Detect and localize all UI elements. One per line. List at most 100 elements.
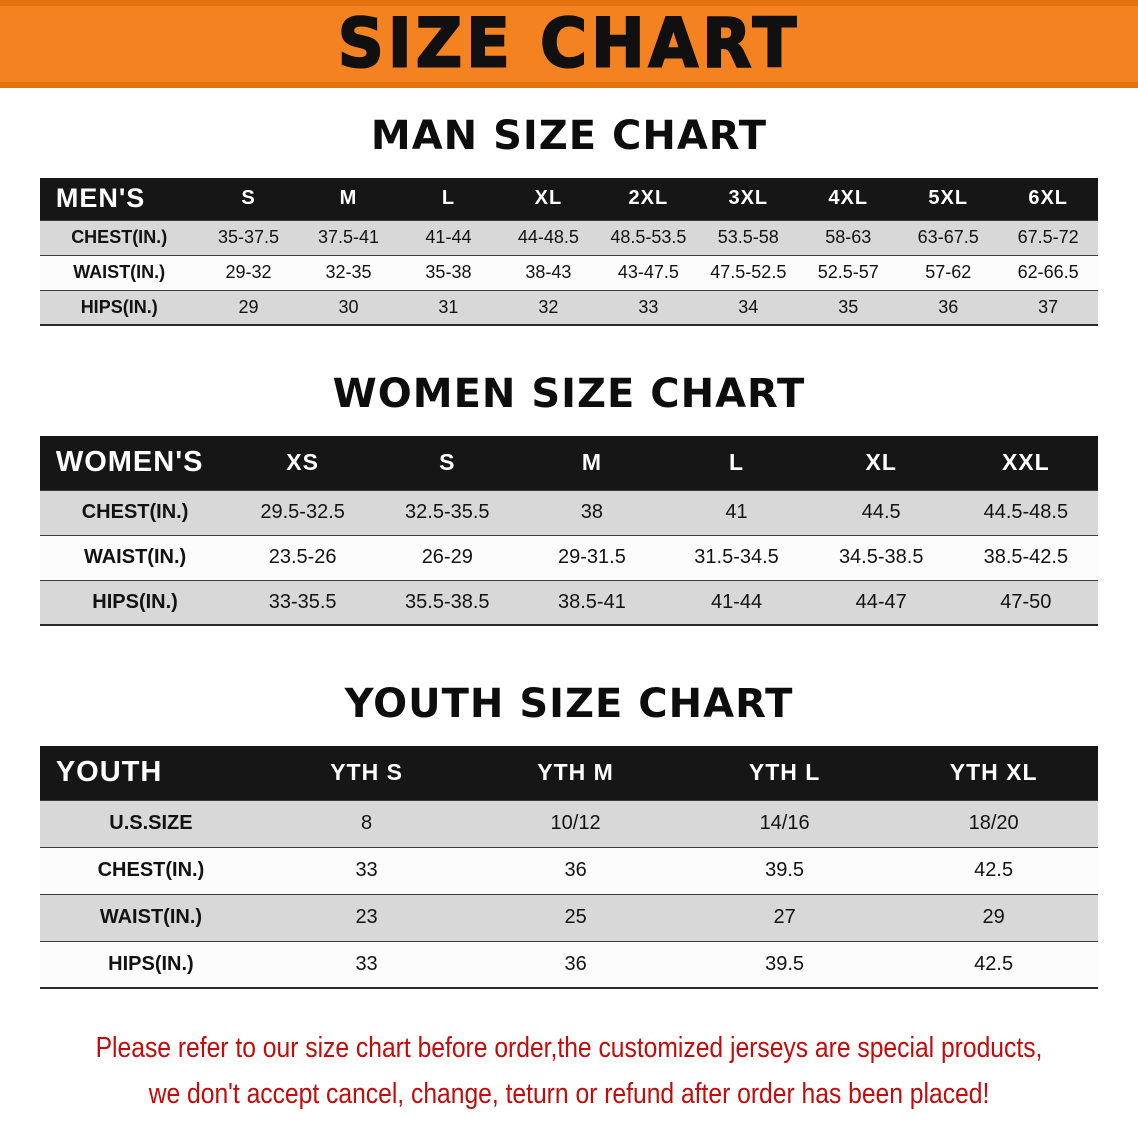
size-column-header: XL [808,436,954,490]
measurement-label-cell: CHEST(IN.) [81,501,189,523]
measurement-value-cell: 35.5-38.5 [405,590,490,613]
measurement-value-cell: 33 [355,859,378,881]
measurement-value-cell: 14/16 [759,812,810,834]
measurement-value-cell: 47.5-52.5 [710,262,787,282]
measurement-label-cell: HIPS(IN.) [108,952,194,975]
size-column-header: M [519,436,665,490]
disclaimer-line-2: we don't accept cancel, change, teturn o… [148,1078,990,1110]
table-corner-label: MEN'S [39,178,199,220]
youth-section-heading: YOUTH SIZE CHART [344,681,794,727]
size-chart-banner: SIZE CHART [0,0,1138,88]
measurement-value-cell: 37 [1038,296,1059,317]
measurement-value-cell: 29.5-32.5 [260,501,345,523]
measurement-value-cell: 52.5-57 [817,262,879,282]
measurement-value-cell: 44-48.5 [517,227,579,247]
disclaimer-line-1: Please refer to our size chart before or… [95,1032,1043,1064]
table-header-row: WOMEN'S XS S M L XL XXL [39,436,1099,490]
measurement-value-cell: 37.5-41 [317,227,380,247]
measurement-value-cell: 18/20 [968,812,1019,834]
men-section-heading: MAN SIZE CHART [370,113,768,159]
measurement-value-cell: 43-47.5 [617,262,679,282]
table-header-row: MEN'S S M L XL 2XL 3XL 4XL 5XL 6XL [39,178,1099,220]
measurement-value-cell: 47-50 [1000,590,1052,613]
page-title: SIZE CHART [337,4,801,84]
measurement-value-cell: 32-35 [325,262,372,282]
measurement-label-cell: HIPS(IN.) [92,590,178,613]
size-column-header: YTH M [471,746,681,800]
table-row: CHEST(IN.) 35-37.5 37.5-41 41-44 44-48.5 48.5… [39,220,1099,255]
table-row: WAIST(IN.) 23 25 27 29 [39,894,1099,941]
table-corner-label: WOMEN'S [39,436,231,490]
size-column-header: YTH L [680,746,890,800]
measurement-value-cell: 42.5 [974,859,1014,881]
table-row: WAIST(IN.) 23.5-26 26-29 29-31.5 31.5-34.5 34… [39,535,1099,580]
size-column-header: L [398,178,499,220]
size-column-header: YTH XL [889,746,1099,800]
measurement-label-cell: CHEST(IN.) [97,859,205,881]
measurement-value-cell: 63-67.5 [917,227,979,247]
table-row: HIPS(IN.) 33-35.5 35.5-38.5 38.5-41 41-44 44-… [39,580,1099,625]
measurement-value-cell: 32.5-35.5 [405,501,490,523]
measurement-value-cell: 33 [638,296,659,317]
size-column-header: 3XL [698,178,799,220]
men-size-table: MEN'S S M L XL 2XL 3XL 4XL 5XL 6XL CHEST(IN.) 35-37… [39,178,1099,326]
size-column-header: 6XL [998,178,1099,220]
measurement-value-cell: 8 [361,812,373,834]
measurement-value-cell: 23.5-26 [268,546,337,568]
size-column-header: XXL [953,436,1099,490]
men-size-section: MAN SIZE CHART MEN'S S M L XL 2XL 3XL 4XL 5XL 6XL… [0,114,1138,326]
youth-size-table: YOUTH YTH S YTH M YTH L YTH XL U.S.SIZE 8 10/12… [39,746,1099,989]
measurement-value-cell: 35-37.5 [218,227,280,247]
measurement-value-cell: 38.5-42.5 [983,546,1069,568]
size-column-header: 4XL [798,178,899,220]
size-column-header: S [198,178,299,220]
measurement-value-cell: 29 [982,906,1005,928]
size-column-header: M [298,178,399,220]
measurement-value-cell: 38 [580,501,604,523]
measurement-value-cell: 57-62 [925,262,972,282]
measurement-value-cell: 25 [564,906,587,928]
table-row: HIPS(IN.) 33 36 39.5 42.5 [39,941,1099,988]
size-column-header: 2XL [598,178,699,220]
women-section-heading: WOMEN SIZE CHART [332,371,806,417]
women-size-table: WOMEN'S XS S M L XL XXL CHEST(IN.) 29.5-32.5 32.5… [39,436,1099,626]
measurement-value-cell: 27 [773,906,796,928]
table-row: CHEST(IN.) 33 36 39.5 42.5 [39,847,1099,894]
measurement-value-cell: 36 [564,859,587,881]
measurement-value-cell: 36 [938,296,959,317]
measurement-value-cell: 31 [438,296,459,317]
table-row: CHEST(IN.) 29.5-32.5 32.5-35.5 38 41 44.5 44.5… [39,490,1099,535]
table-header-row: YOUTH YTH S YTH M YTH L YTH XL [39,746,1099,800]
measurement-value-cell: 23 [355,906,378,928]
measurement-value-cell: 39.5 [765,952,805,975]
size-column-header: XS [230,436,375,490]
measurement-value-cell: 35 [838,296,859,317]
measurement-value-cell: 36 [564,952,587,975]
table-corner-label: YOUTH [39,746,263,800]
measurement-value-cell: 33-35.5 [268,590,337,613]
measurement-value-cell: 38.5-41 [557,590,626,613]
measurement-value-cell: 44.5 [861,501,901,523]
measurement-value-cell: 41-44 [710,590,763,613]
measurement-value-cell: 48.5-53.5 [610,227,687,247]
measurement-value-cell: 44-47 [855,590,907,613]
measurement-value-cell: 58-63 [825,227,872,247]
measurement-value-cell: 31.5-34.5 [694,546,779,568]
measurement-value-cell: 38-43 [525,262,572,282]
size-column-header: YTH S [262,746,472,800]
measurement-value-cell: 29-31.5 [557,546,626,568]
size-column-header: XL [498,178,599,220]
measurement-value-cell: 32 [538,296,559,317]
measurement-value-cell: 10/12 [550,812,601,834]
size-column-header: 5XL [898,178,999,220]
measurement-value-cell: 29-32 [225,262,272,282]
disclaimer-note: Please refer to our size chart before or… [0,1025,1138,1117]
measurement-value-cell: 29 [238,296,259,317]
measurement-value-cell: 30 [338,296,359,317]
measurement-value-cell: 41-44 [425,227,472,247]
measurement-value-cell: 42.5 [974,952,1014,975]
size-column-header: S [374,436,520,490]
table-row: WAIST(IN.) 29-32 32-35 35-38 38-43 43-47.5 47.… [39,255,1099,290]
youth-size-section: YOUTH SIZE CHART YOUTH YTH S YTH M YTH L YTH… [0,682,1138,989]
size-column-header: L [664,436,809,490]
